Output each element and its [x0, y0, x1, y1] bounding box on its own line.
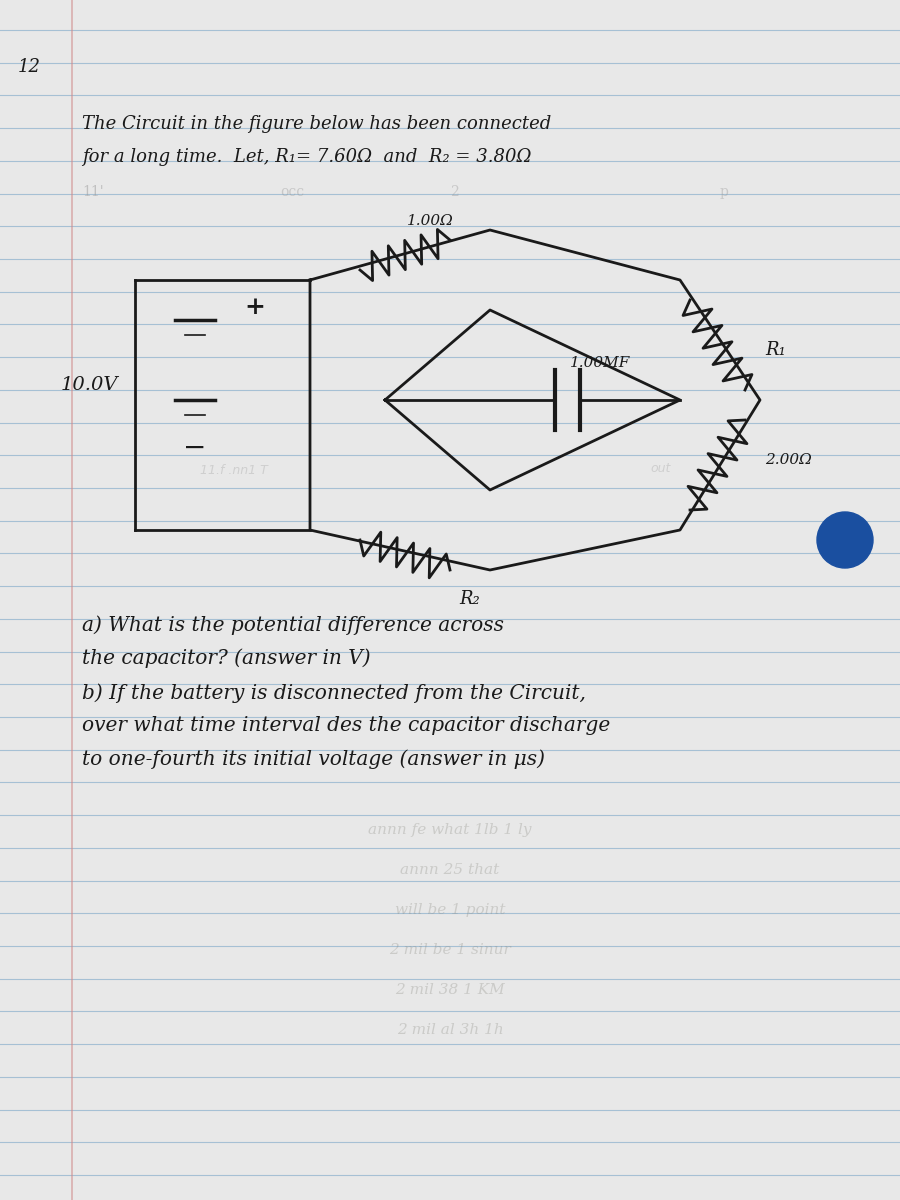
Text: over what time interval des the capacitor discharge: over what time interval des the capacito… [82, 716, 610, 734]
Text: annn 25 that: annn 25 that [400, 863, 500, 877]
Text: will be 1 point: will be 1 point [395, 902, 505, 917]
Text: 1.00MF: 1.00MF [570, 356, 630, 370]
Text: 10.0V: 10.0V [60, 376, 118, 394]
Text: 2 mil be 1 sinur: 2 mil be 1 sinur [389, 943, 511, 958]
Text: a) What is the potential difference across: a) What is the potential difference acro… [82, 614, 504, 635]
Text: 2 mil 38 1 KM: 2 mil 38 1 KM [395, 983, 505, 997]
Text: b) If the battery is disconnected from the Circuit,: b) If the battery is disconnected from t… [82, 683, 586, 703]
Text: out: out [650, 462, 670, 474]
Text: The Circuit in the figure below has been connected: The Circuit in the figure below has been… [82, 115, 551, 133]
Text: 2.00Ω: 2.00Ω [765, 452, 812, 467]
Text: 2: 2 [450, 185, 459, 199]
Text: −: − [184, 434, 207, 462]
Text: annn fe what 1lb 1 ly: annn fe what 1lb 1 ly [368, 823, 532, 838]
Text: occ: occ [280, 185, 304, 199]
Text: to one-fourth its initial voltage (answer in μs): to one-fourth its initial voltage (answe… [82, 749, 545, 769]
Circle shape [817, 512, 873, 568]
Text: R₂: R₂ [460, 590, 481, 608]
Text: 1.00Ω: 1.00Ω [407, 214, 454, 228]
Text: +: + [245, 295, 266, 319]
Text: 11.f .nn1 T: 11.f .nn1 T [200, 463, 268, 476]
Text: R₁: R₁ [765, 341, 786, 359]
Text: 12: 12 [18, 58, 41, 76]
Text: 11': 11' [82, 185, 104, 199]
Text: for a long time.  Let, R₁= 7.60Ω  and  R₂ = 3.80Ω: for a long time. Let, R₁= 7.60Ω and R₂ =… [82, 148, 531, 166]
Text: the capacitor? (answer in V): the capacitor? (answer in V) [82, 648, 371, 667]
Text: 2 mil al 3h 1h: 2 mil al 3h 1h [397, 1022, 503, 1037]
Text: p: p [720, 185, 729, 199]
